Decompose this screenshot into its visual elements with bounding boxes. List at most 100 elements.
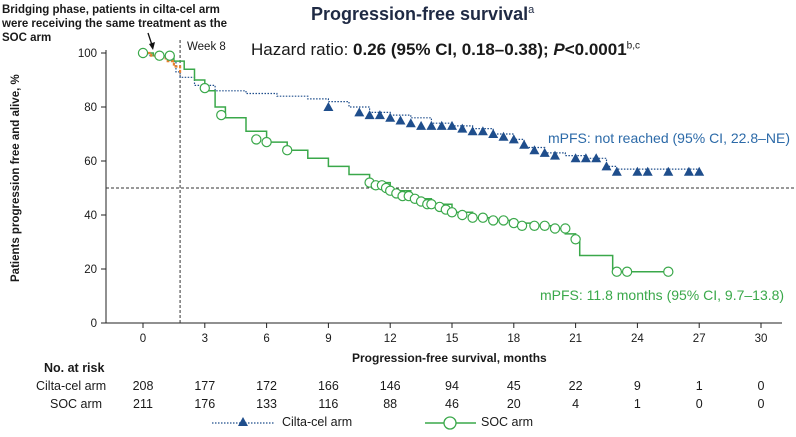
y-tick-label: 100 bbox=[78, 48, 97, 60]
risk-value: 45 bbox=[506, 379, 521, 393]
soc-censor-marker bbox=[549, 223, 561, 234]
y-tick-label: 80 bbox=[84, 102, 97, 114]
x-tick-label: 27 bbox=[693, 333, 706, 345]
risk-row-label-soc: SOC arm bbox=[50, 397, 103, 411]
cilta-censor-marker bbox=[457, 123, 468, 133]
soc-censor-marker bbox=[560, 223, 571, 234]
soc-censor-marker bbox=[516, 220, 528, 231]
risk-value: 172 bbox=[256, 379, 278, 393]
soc-mpfs-annotation: mPFS: 11.8 months (95% CI, 9.7–13.8) bbox=[540, 287, 785, 303]
cilta-censor-marker bbox=[632, 166, 643, 176]
soc-censor-marker bbox=[477, 212, 489, 223]
risk-value: 177 bbox=[194, 379, 216, 393]
x-tick-label: 0 bbox=[140, 333, 146, 345]
bridging-arrow bbox=[147, 32, 153, 46]
cilta-censor-marker bbox=[580, 153, 591, 163]
soc-censor-marker bbox=[282, 144, 293, 156]
x-tick-label: 6 bbox=[263, 333, 269, 345]
cilta-censor-marker bbox=[436, 120, 447, 130]
soc-curve bbox=[143, 52, 669, 273]
cilta-censor-marker bbox=[519, 139, 530, 149]
soc-censor-marker bbox=[539, 220, 550, 231]
cilta-censor-marker bbox=[416, 120, 427, 130]
legend-soc-marker bbox=[443, 416, 457, 430]
cilta-censor-marker bbox=[570, 153, 581, 163]
cilta-censor-marker bbox=[663, 166, 674, 176]
cilta-censor-marker bbox=[683, 166, 694, 176]
risk-value: 1 bbox=[695, 379, 703, 393]
cilta-censor-marker bbox=[508, 134, 519, 144]
risk-value: 0 bbox=[757, 397, 765, 411]
x-tick-label: 18 bbox=[507, 333, 520, 345]
cilta-censor-marker bbox=[426, 120, 437, 130]
cilta-censor-marker bbox=[354, 107, 365, 117]
chart-title: Progression-free survivala bbox=[311, 4, 535, 24]
soc-censor-marker bbox=[529, 220, 540, 231]
soc-censor-marker bbox=[251, 134, 262, 145]
risk-value: 146 bbox=[379, 379, 401, 393]
y-tick-label: 20 bbox=[84, 264, 97, 276]
bridging-note: Bridging phase, patients in cilta-cel ar… bbox=[2, 4, 227, 44]
cilta-censor-marker bbox=[374, 110, 385, 120]
soc-censor-marker bbox=[164, 50, 175, 61]
cilta-censor-marker bbox=[395, 115, 406, 125]
risk-value: 166 bbox=[317, 379, 339, 393]
cilta-censor-marker bbox=[467, 126, 478, 136]
cilta-censor-marker bbox=[477, 126, 488, 136]
soc-censor-marker bbox=[199, 82, 210, 94]
soc-censor-marker bbox=[446, 207, 458, 218]
y-axis-label: Patients progression free and alive, % bbox=[10, 74, 22, 282]
risk-value: 22 bbox=[568, 379, 583, 393]
legend-cilta-label: Cilta-cel arm bbox=[282, 415, 353, 429]
x-tick-label: 21 bbox=[569, 333, 582, 345]
soc-censor-marker bbox=[261, 136, 272, 148]
soc-censor-marker bbox=[457, 209, 468, 221]
cilta-censor-marker bbox=[591, 153, 602, 163]
risk-value: 208 bbox=[132, 379, 154, 393]
soc-censor-marker bbox=[570, 234, 581, 245]
cilta-censor-marker bbox=[550, 150, 560, 160]
risk-table-header: No. at risk bbox=[44, 361, 105, 375]
x-tick-label: 3 bbox=[202, 333, 208, 345]
risk-row-label-cilta: Cilta-cel arm bbox=[36, 379, 107, 393]
x-tick-label: 24 bbox=[631, 333, 644, 345]
soc-censor-marker bbox=[154, 50, 165, 61]
cilta-censor-marker bbox=[447, 120, 457, 130]
cilta-censor-marker bbox=[694, 166, 705, 176]
y-tick-label: 60 bbox=[84, 156, 97, 168]
cilta-censor-marker bbox=[601, 161, 612, 171]
hazard-ratio: Hazard ratio: 0.26 (95% CI, 0.18–0.38); … bbox=[251, 40, 641, 59]
risk-value: 211 bbox=[133, 397, 153, 411]
cilta-censor-marker bbox=[539, 147, 550, 157]
risk-value: 9 bbox=[633, 379, 641, 393]
risk-value: 46 bbox=[445, 397, 459, 411]
week8-label: Week 8 bbox=[187, 41, 226, 53]
y-tick-label: 0 bbox=[91, 318, 97, 330]
risk-value: 88 bbox=[383, 397, 398, 411]
x-axis-label: Progression-free survival, months bbox=[352, 351, 547, 365]
risk-value: 133 bbox=[256, 397, 278, 411]
cilta-censor-marker bbox=[498, 131, 509, 141]
soc-censor-marker bbox=[621, 266, 633, 277]
soc-censor-marker bbox=[611, 266, 623, 277]
cilta-censor-marker bbox=[642, 166, 653, 176]
cilta-censor-marker bbox=[488, 129, 499, 138]
soc-censor-marker bbox=[467, 212, 478, 223]
x-tick-label: 12 bbox=[384, 333, 397, 345]
x-tick-label: 9 bbox=[325, 333, 331, 345]
cilta-censor-marker bbox=[385, 112, 396, 122]
risk-value: 4 bbox=[572, 397, 580, 411]
cilta-censor-marker bbox=[405, 118, 416, 128]
soc-censor-marker bbox=[216, 109, 227, 121]
cilta-censor-marker bbox=[364, 110, 375, 120]
risk-value: 0 bbox=[757, 379, 765, 393]
y-tick-label: 40 bbox=[84, 210, 97, 222]
legend-cilta-marker bbox=[238, 417, 248, 426]
risk-value: 176 bbox=[194, 397, 216, 411]
soc-censor-marker bbox=[488, 215, 499, 226]
x-tick-label: 15 bbox=[446, 333, 459, 345]
risk-value: 0 bbox=[695, 397, 703, 411]
x-tick-label: 30 bbox=[755, 333, 768, 345]
bridging-curve bbox=[143, 51, 182, 75]
